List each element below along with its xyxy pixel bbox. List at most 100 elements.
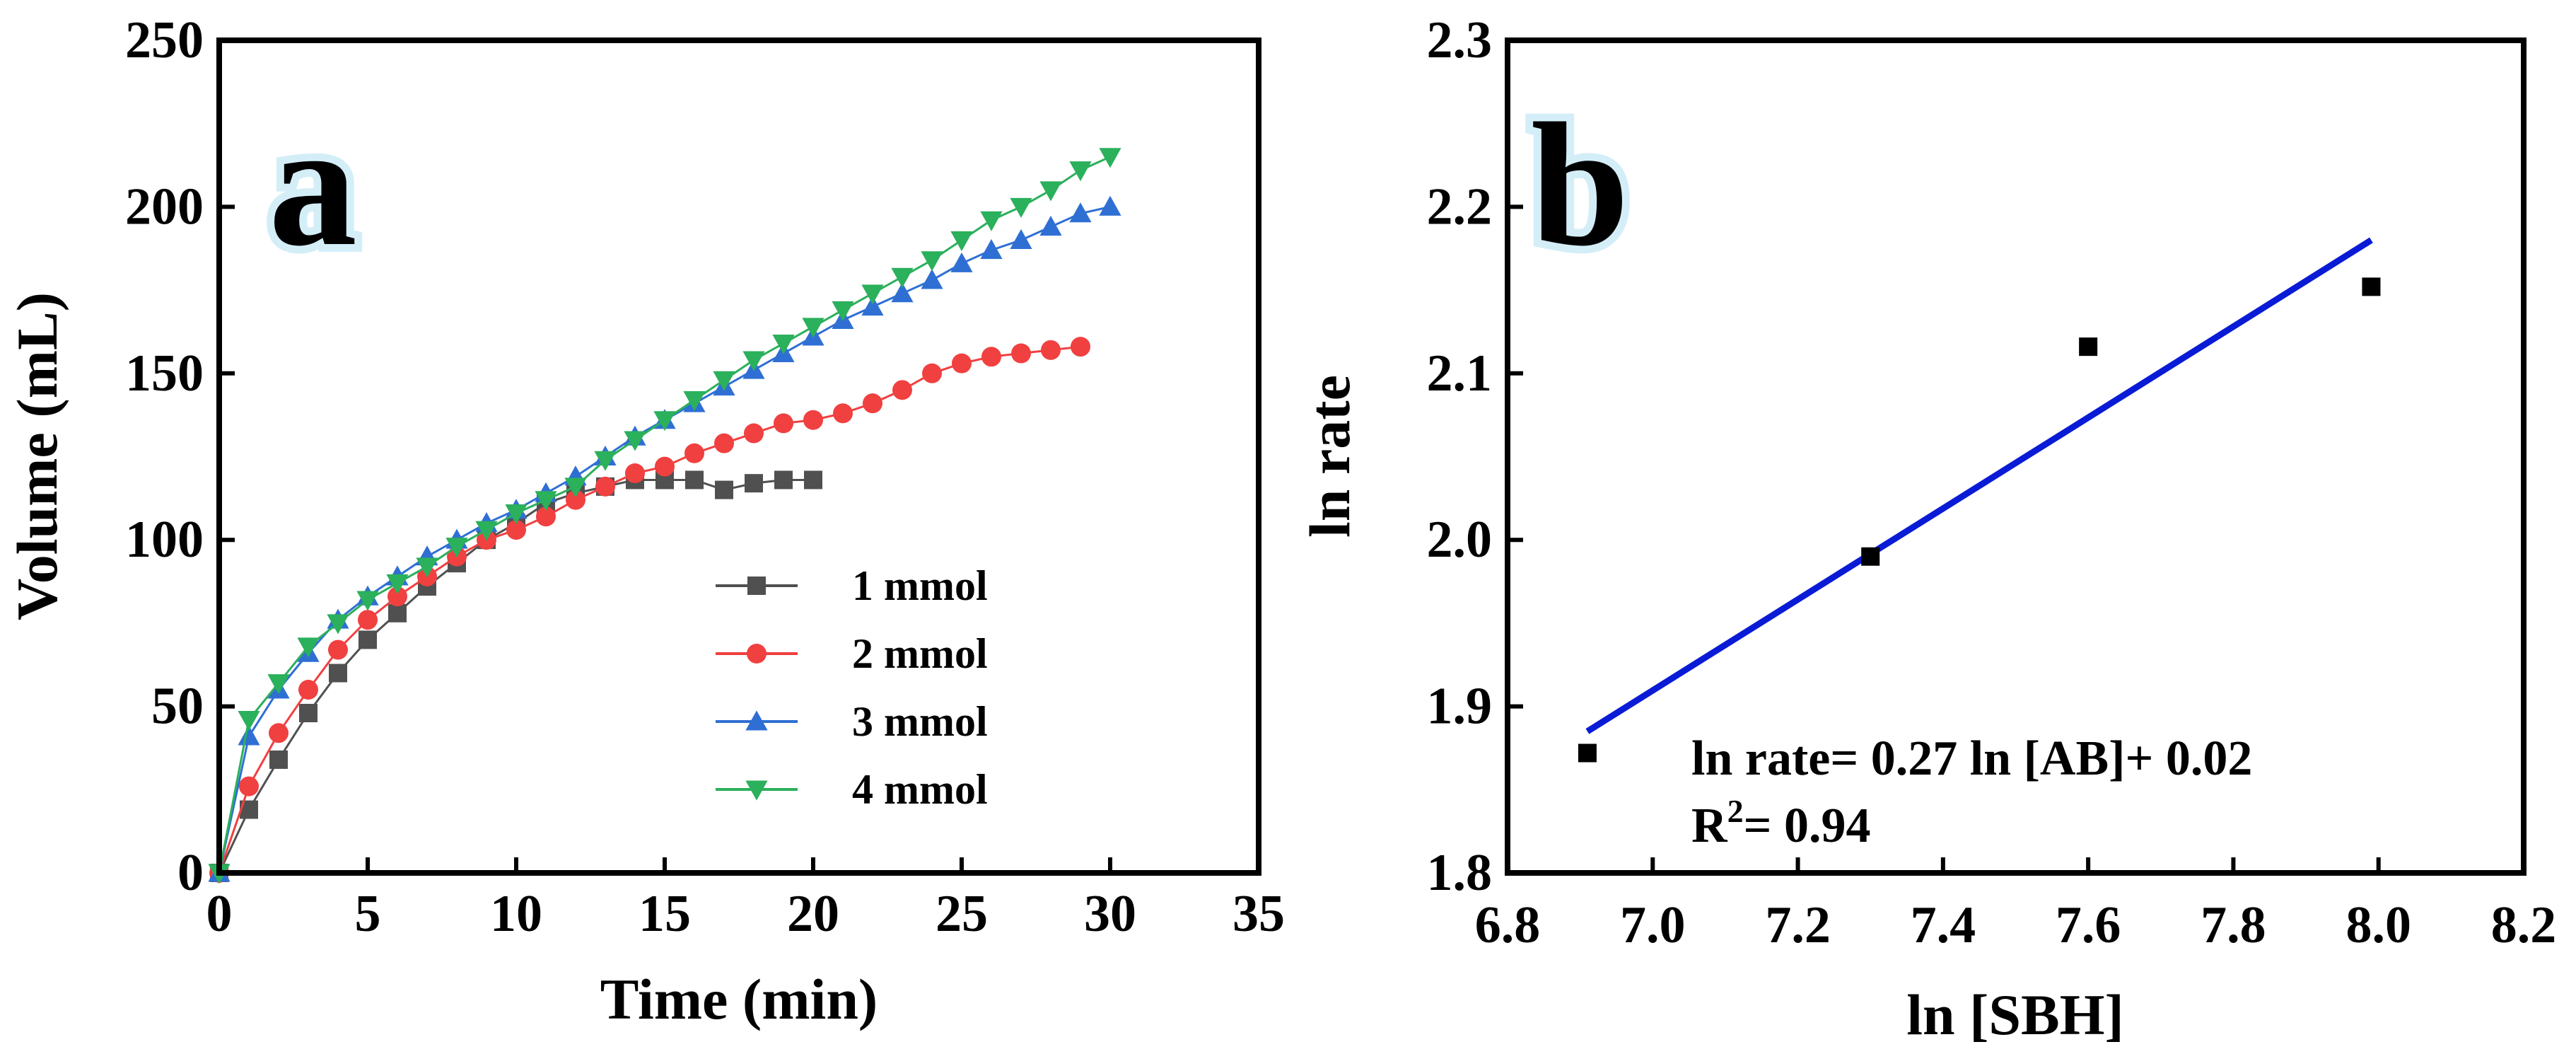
legend-label: 1 mmol (852, 562, 988, 609)
panel-a-y-tick-label: 150 (125, 344, 204, 403)
legend-label: 3 mmol (852, 698, 988, 745)
panel-a-x-axis-title: Time (min) (600, 967, 878, 1031)
data-point (329, 664, 347, 683)
panel-b-y-tick-label: 2.1 (1427, 344, 1493, 403)
data-point (921, 269, 943, 289)
data-point (952, 353, 972, 373)
data-point (2079, 337, 2098, 357)
data-point (505, 504, 528, 525)
data-point (685, 470, 704, 490)
legend-label: 2 mmol (852, 630, 988, 677)
legend-item: 4 mmol (716, 766, 988, 813)
data-point (267, 674, 290, 695)
data-point (1010, 228, 1032, 249)
panel-b-y-tick-label: 2.3 (1427, 11, 1493, 69)
data-point (356, 591, 379, 611)
data-point (328, 639, 348, 660)
data-point (564, 477, 587, 498)
data-point (1041, 340, 1061, 360)
data-point (1039, 216, 1062, 236)
data-point (1578, 743, 1597, 763)
data-point (566, 490, 585, 510)
panel-a-x-tick-label: 20 (787, 885, 839, 943)
legend-marker (747, 644, 767, 664)
data-point (683, 390, 706, 412)
panel-b-y-tick-label: 2.0 (1427, 511, 1493, 569)
panel-b-y-tick-label: 1.8 (1427, 844, 1493, 902)
panel-a-x-tick-label: 0 (206, 885, 233, 943)
data-point (774, 413, 793, 434)
data-point (950, 231, 973, 252)
data-point (833, 403, 853, 424)
data-point (239, 776, 259, 797)
data-point (1071, 337, 1090, 357)
data-point (595, 476, 615, 497)
panel-b-label: b (1531, 87, 1629, 283)
data-point (1069, 202, 1092, 223)
data-point (535, 491, 557, 511)
data-point (358, 610, 378, 630)
panel-a-x-tick-label: 10 (490, 885, 542, 943)
panel-a-x-tick-label: 15 (639, 885, 691, 943)
data-point (327, 614, 349, 635)
data-point (594, 451, 617, 471)
data-point (1069, 161, 1092, 182)
data-point (238, 725, 260, 746)
data-point (388, 603, 407, 622)
data-point (299, 704, 317, 723)
data-point (891, 282, 914, 303)
legend-item: 1 mmol (716, 562, 988, 609)
legend-item: 3 mmol (716, 698, 988, 745)
data-point (1039, 181, 1062, 202)
panel-a-label: a (269, 87, 357, 283)
data-point (715, 480, 733, 499)
data-point (713, 371, 735, 391)
data-point (238, 710, 260, 731)
panel-a-chart: a 0 5 10 15 20 25 30 35 0 50 100 150 200 250 Time (mi… (5, 11, 1285, 1031)
data-point (981, 347, 1001, 367)
panel-b-ticks: 6.8 7.0 7.2 7.4 7.6 7.8 8.0 8.2 1.8 1.9 2.0 2.1 2.2 2… (1427, 11, 2557, 954)
panel-b-x-tick-label: 8.2 (2491, 896, 2557, 954)
data-point (891, 267, 914, 288)
data-point (684, 443, 704, 463)
panel-b-x-tick-label: 8.0 (2345, 896, 2411, 954)
panel-a-legend: 1 mmol 2 mmol 3 mmol 4 mmol (716, 562, 988, 813)
panel-b-x-tick-label: 7.0 (1620, 896, 1686, 954)
series-4-mmol (208, 148, 1121, 884)
data-point (861, 296, 884, 316)
data-point (980, 239, 1003, 260)
data-point (298, 680, 318, 700)
data-point (506, 520, 526, 540)
panel-a-x-tick-label: 30 (1084, 885, 1136, 943)
panel-a-y-tick-label: 50 (151, 678, 204, 736)
data-point (297, 637, 320, 658)
legend-marker (745, 710, 768, 731)
panel-a-series-group (208, 148, 1121, 884)
data-point (445, 538, 468, 558)
data-point (269, 723, 289, 743)
data-point (625, 463, 645, 484)
r-squared-label: R2= 0.94 (1691, 793, 1870, 853)
data-point (1011, 343, 1031, 364)
data-point (950, 252, 973, 272)
panel-a-y-tick-label: 200 (125, 178, 204, 236)
data-point (832, 301, 854, 321)
legend-item: 2 mmol (716, 630, 988, 677)
panel-a-y-axis-title: Volume (mL) (5, 292, 69, 620)
data-point (863, 393, 882, 414)
data-point (803, 410, 823, 430)
data-point (774, 470, 793, 490)
data-point (2362, 277, 2381, 296)
data-point (802, 318, 824, 338)
r-squared-value: = 0.94 (1744, 799, 1871, 853)
data-point (359, 630, 377, 649)
panel-a-x-tick-label: 25 (936, 885, 988, 943)
data-point (861, 284, 884, 305)
data-point (744, 423, 764, 444)
panel-b-x-tick-label: 6.8 (1475, 896, 1541, 954)
data-point (714, 433, 734, 453)
panel-a-ticks: 0 5 10 15 20 25 30 35 0 50 100 150 200 250 (125, 11, 1285, 943)
data-point (269, 750, 288, 769)
panel-b-y-tick-label: 2.2 (1427, 178, 1493, 236)
